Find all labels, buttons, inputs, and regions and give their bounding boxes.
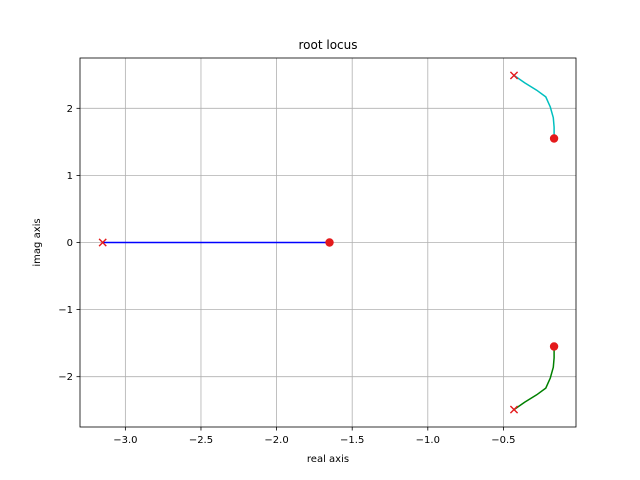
locus-branch-2 — [513, 74, 555, 139]
locus-branches — [102, 74, 555, 411]
x-tick-label: −2.0 — [264, 435, 288, 446]
x-tick-label: −1.0 — [416, 435, 440, 446]
y-tick-label: 1 — [67, 171, 73, 182]
pole-zero-markers — [98, 71, 559, 414]
y-tick-label: 2 — [67, 104, 73, 115]
zero-marker — [325, 238, 334, 247]
zero-marker — [549, 342, 559, 351]
pole-marker-stroke — [98, 238, 107, 247]
y-tick-label: 0 — [67, 238, 73, 249]
y-axis-ticks: 2 1 0 −1 −2 — [58, 104, 80, 383]
pole-marker-stroke — [509, 405, 519, 414]
locus-branch-3 — [513, 346, 555, 411]
x-tick-label: −0.5 — [491, 435, 515, 446]
pole-marker — [98, 238, 107, 247]
x-tick-label: −2.5 — [189, 435, 213, 446]
pole-marker — [509, 405, 519, 414]
zero-marker — [549, 134, 559, 143]
pole-marker — [509, 71, 519, 80]
x-axis-ticks: −3.0 −2.5 −2.0 −1.5 −1.0 −0.5 — [113, 427, 516, 446]
chart-title: root locus — [298, 38, 357, 52]
y-tick-label: −2 — [58, 372, 73, 383]
y-axis-label: imag axis — [32, 218, 43, 266]
x-tick-label: −1.5 — [340, 435, 364, 446]
y-tick-label: −1 — [58, 305, 73, 316]
x-axis-label: real axis — [307, 454, 349, 465]
x-tick-label: −3.0 — [113, 435, 137, 446]
pole-marker-stroke — [509, 71, 519, 80]
